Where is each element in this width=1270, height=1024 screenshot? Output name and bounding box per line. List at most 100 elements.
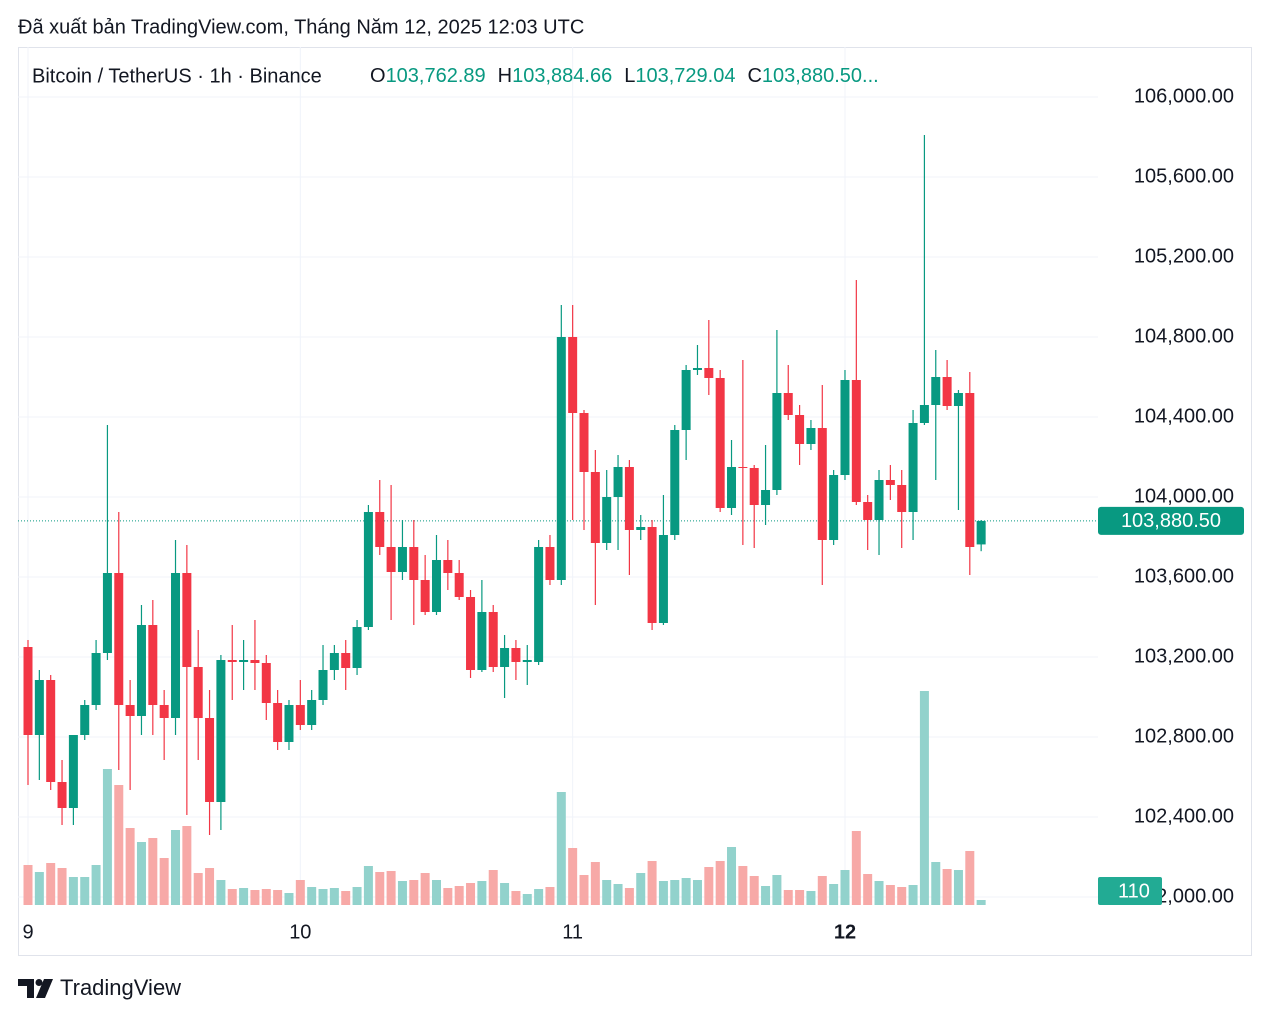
volume-bar [829,884,839,905]
candle-body [284,705,294,742]
candle-body [976,520,986,545]
volume-bar [171,830,181,905]
volume-bar [522,894,532,905]
y-tick-label: 104,400.00 [1134,405,1234,427]
y-tick-label: 102,800.00 [1134,725,1234,747]
candle-body [409,547,419,580]
chart-frame [18,47,1252,956]
last-price-box [1098,506,1244,535]
candle-body [636,527,646,530]
volume-bar [68,877,78,905]
volume-bar [908,885,918,905]
volume-bar [227,889,237,905]
candle-body [295,705,305,725]
candle-body [466,597,476,670]
volume-bar [613,884,623,905]
volume-bar [295,880,305,905]
brand-name: TradingView [60,975,181,1000]
ohlc-value: 103,884.66 [512,65,612,87]
volume-bar [386,871,396,905]
candle-body [624,467,634,530]
volume-bar [80,877,90,905]
volume-bar [250,890,260,905]
volume-bar [102,769,112,905]
volume-bar [692,880,702,905]
candle-body [125,705,135,716]
y-tick-label: 104,800.00 [1134,325,1234,347]
candle-body [148,625,158,705]
volume-bar [727,847,737,905]
y-tick-label: 104,000.00 [1134,485,1234,507]
grid [18,47,1098,905]
volume-bar [965,851,975,905]
volume-bar [477,881,487,905]
volume-bar [466,883,476,905]
candle-body [341,653,351,668]
volume-bar [46,863,56,905]
price-axis: 102,000.00102,400.00102,800.00103,200.00… [1098,85,1244,907]
candle-body [829,475,839,540]
y-tick-label: 105,600.00 [1134,165,1234,187]
candle-body [182,573,192,667]
volume-bar [749,876,759,905]
volume-bar [976,900,986,905]
candle-body [193,667,203,718]
volume-bar [91,865,101,905]
ohlc-legend: O103,762.89 H103,884.66 L103,729.04 C103,88… [370,65,879,87]
candle-body [23,647,33,735]
volume-bar [420,873,430,905]
candle-body [34,680,44,735]
candle-body [851,380,861,502]
volume-bar [273,890,283,905]
y-tick-label: 103,200.00 [1134,645,1234,667]
legend: Bitcoin / TetherUS · 1h · Binance O103,7… [32,65,879,87]
x-tick-label: 11 [562,921,583,943]
candle-body [57,782,67,808]
ohlc-value: 103,729.04 [635,65,735,87]
candle-body [363,512,373,627]
candle-body [522,660,532,662]
candle-body [795,415,805,444]
volume-bar [670,880,680,905]
volume-bar [284,893,294,905]
candle-body [273,703,283,742]
candle-body [738,467,748,468]
y-tick-label: 103,600.00 [1134,565,1234,587]
published-caption: Đã xuất bản TradingView.com, Tháng Năm 1… [18,16,584,38]
volume-bar [545,887,555,905]
candle-body [579,413,589,472]
candle-body [307,700,317,725]
volume-bar [443,888,453,905]
price-pane [23,135,986,905]
candle-body [443,560,453,573]
y-tick-label: 105,200.00 [1134,245,1234,267]
candle-body [318,670,328,700]
candle-body [761,490,771,505]
volume-bar [840,870,850,905]
volume-bar [556,792,566,905]
candle-body [171,573,181,718]
volume-bar [23,865,33,905]
volume-bar [182,826,192,905]
volume-bar [806,891,816,905]
volume-bar [568,848,578,905]
volume-bar [783,890,793,905]
candle-body [431,560,441,612]
candle-body [261,663,271,703]
candle-body [500,648,510,667]
volume-bar [817,876,827,905]
volume-bar [159,858,169,905]
candle-body [965,393,975,547]
volume-bar [352,887,362,905]
volume-bar [704,867,714,905]
candle-body [420,580,430,612]
last-price-label: 103,880.50 [1121,510,1221,532]
volume-bar [579,875,589,905]
volume-bar [534,889,544,905]
candle-body [91,653,101,705]
candle-body [931,377,941,405]
candle-body [681,370,691,430]
ohlc-key: L [624,65,635,87]
